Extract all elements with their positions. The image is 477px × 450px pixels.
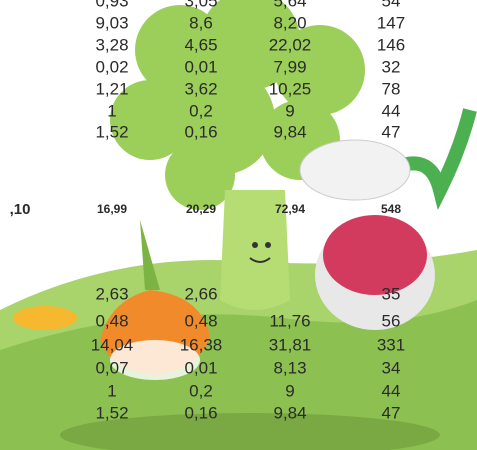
table-cell: 47 — [382, 122, 401, 141]
table-cell: 0,2 — [189, 381, 213, 400]
table-cell: 56 — [382, 311, 401, 330]
table-cell: 4,65 — [184, 35, 217, 54]
beet — [323, 215, 427, 295]
table-cell: 14,04 — [91, 335, 134, 354]
page: 0,933,055,64549,038,68,201473,284,6522,0… — [0, 0, 477, 450]
table-cell: 78 — [382, 79, 401, 98]
table-cell: 54 — [382, 0, 401, 10]
table-cell: 1 — [107, 101, 116, 120]
table-cell: 0,93 — [95, 0, 128, 10]
table-cell: 9,84 — [273, 403, 306, 422]
table-cell: 1,52 — [95, 403, 128, 422]
table-cell: 3,62 — [184, 79, 217, 98]
table-cell: 34 — [382, 358, 401, 377]
table-cell: 3,28 — [95, 35, 128, 54]
table-cell: 22,02 — [269, 35, 312, 54]
table-cell: 2,63 — [95, 284, 128, 303]
table-cell: 2,66 — [184, 284, 217, 303]
total-cell: 72,94 — [275, 202, 305, 216]
table-cell: 16,38 — [180, 335, 223, 354]
total-cell: 548 — [381, 202, 401, 216]
table-cell: 5,64 — [273, 0, 306, 10]
chef-hat — [300, 140, 410, 200]
table-cell: 47 — [382, 403, 401, 422]
table-cell: 10,25 — [269, 79, 312, 98]
tray — [13, 306, 77, 330]
total-cell: 20,29 — [186, 202, 216, 216]
table-cell: 9,03 — [95, 13, 128, 32]
table-cell: 44 — [382, 101, 401, 120]
table-cell: 0,16 — [184, 403, 217, 422]
table-cell: 7,99 — [273, 57, 306, 76]
table-cell: 35 — [382, 284, 401, 303]
table-cell: 8,13 — [273, 358, 306, 377]
table-cell: 9 — [285, 101, 294, 120]
table-cell: 0,07 — [95, 358, 128, 377]
table-cell: 146 — [377, 35, 405, 54]
table-cell: 9 — [285, 381, 294, 400]
table-cell: 0,16 — [184, 122, 217, 141]
table-cell: 44 — [382, 381, 401, 400]
table-cell: 1,21 — [95, 79, 128, 98]
table-cell: 331 — [377, 335, 405, 354]
table-cell: 9,84 — [273, 122, 306, 141]
table-cell: 8,20 — [273, 13, 306, 32]
table-cell: 0,02 — [95, 57, 128, 76]
illustration — [0, 0, 477, 450]
table-cell: 8,6 — [189, 13, 213, 32]
total-label: ,10 — [10, 201, 31, 218]
table-cell: 147 — [377, 13, 405, 32]
table-cell: 31,81 — [269, 335, 312, 354]
table-cell: 0,01 — [184, 358, 217, 377]
table-cell: 32 — [382, 57, 401, 76]
table-cell: 0,01 — [184, 57, 217, 76]
table-cell: 3,05 — [184, 0, 217, 10]
table-cell: 0,48 — [95, 311, 128, 330]
table-cell: 1 — [107, 381, 116, 400]
table-cell: 11,76 — [269, 311, 310, 330]
total-cell: 16,99 — [97, 202, 127, 216]
table-cell: 0,48 — [184, 311, 217, 330]
table-cell: 0,2 — [189, 101, 213, 120]
table-cell: 1,52 — [95, 122, 128, 141]
